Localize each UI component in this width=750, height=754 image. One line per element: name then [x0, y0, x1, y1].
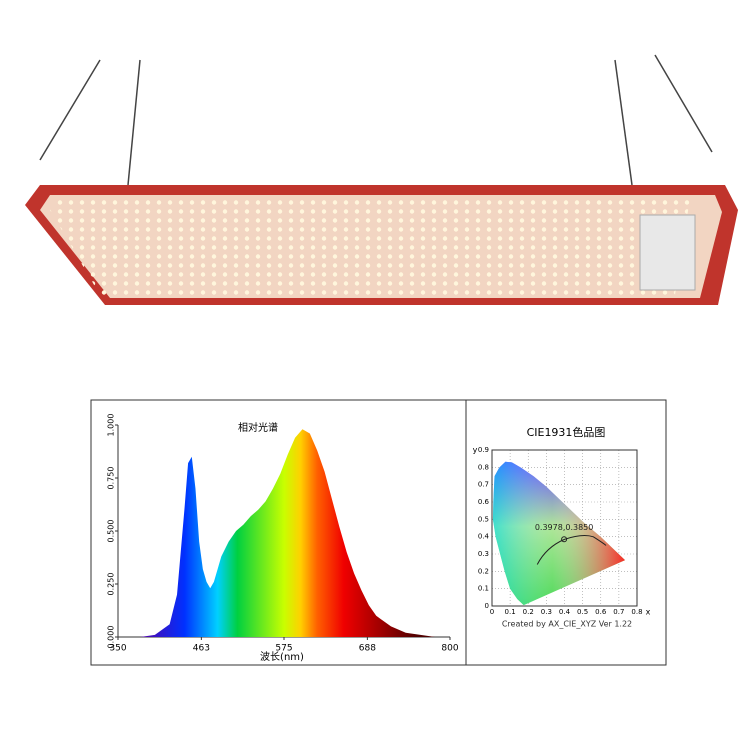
y-tick-label: 0.750 — [107, 467, 116, 490]
x-tick-label: 0.6 — [595, 608, 607, 616]
y-tick-label: 0.1 — [478, 585, 489, 593]
x-tick-label: 0.3 — [541, 608, 552, 616]
y-tick-label: 0.2 — [478, 567, 489, 575]
y-axis-label: y — [473, 446, 478, 455]
plot-border — [491, 449, 638, 607]
y-tick-label: 0.8 — [478, 463, 489, 471]
x-tick-label: 0.5 — [577, 608, 588, 616]
y-tick-label: 0.250 — [107, 573, 116, 596]
y-tick-label: 0.500 — [107, 520, 116, 543]
point — [561, 536, 568, 543]
y-tick-label: 0.4 — [478, 533, 490, 541]
y-tick-label: 0.7 — [478, 481, 489, 489]
x-axis-label: 波长(nm) — [260, 650, 304, 663]
x-tick-label: 463 — [193, 644, 210, 654]
spectral-locus — [493, 462, 625, 605]
x-tick-label: 688 — [359, 644, 376, 654]
y-tick-label: 0 — [485, 602, 489, 610]
y-tick-label: 0.5 — [478, 515, 489, 523]
y-tick-label: 1.000 — [107, 414, 116, 437]
x-axis-label: x — [646, 608, 651, 617]
lamp — [25, 54, 738, 305]
y-tick-label: 0.000 — [107, 626, 116, 649]
chart-title: 相对光谱 — [238, 421, 278, 434]
x-tick-label: 0.8 — [631, 608, 642, 616]
y-tick-label: 0.9 — [478, 446, 489, 454]
chart-title: CIE1931色品图 — [527, 425, 606, 439]
footer: Created by AX_CIE_XYZ Ver 1.22 — [502, 620, 632, 629]
y-tick-label: 0.3 — [478, 550, 489, 558]
x-tick-label: 0 — [490, 608, 494, 616]
x-tick-label: 0.2 — [523, 608, 534, 616]
x-tick-label: 350 — [109, 644, 126, 654]
x-tick-label: 575 — [275, 644, 292, 654]
annotation: 0.3978,0.3850 — [535, 523, 594, 532]
x-tick-label: 0.4 — [559, 608, 571, 616]
x-tick-label: 0.1 — [505, 608, 516, 616]
y-tick-label: 0.6 — [478, 498, 490, 506]
x-tick-label: 0.7 — [613, 608, 624, 616]
x-tick-label: 800 — [441, 644, 458, 654]
spectrum-area — [140, 429, 436, 637]
